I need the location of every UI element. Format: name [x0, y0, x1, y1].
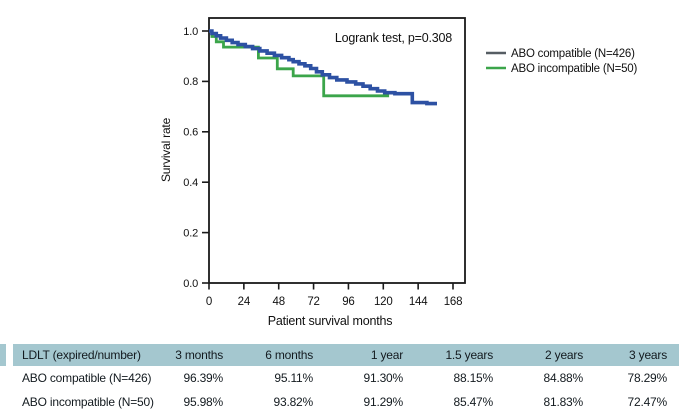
- table-cell: 95.11%: [223, 366, 313, 390]
- x-tick-label: 0: [206, 296, 212, 308]
- table-cell: 84.88%: [493, 366, 583, 390]
- table-header-cell: 1.5 years: [403, 344, 493, 366]
- header-band-sliver: [0, 344, 6, 366]
- y-tick-label: 0.8: [183, 76, 198, 88]
- plot-border: [208, 17, 466, 284]
- table-cell: 81.83%: [493, 390, 583, 414]
- y-tick-label: 1.0: [183, 26, 198, 38]
- y-axis-title: Survival rate: [159, 117, 173, 182]
- x-tick-label: 168: [444, 296, 463, 308]
- survival-chart: 0.0 0.2 0.4 0.6 0.8 1.0 0 24 48 72 96 120 144 168 Surv…: [159, 17, 638, 328]
- legend-label: ABO incompatible (N=50): [511, 63, 637, 75]
- y-tick-label: 0.4: [183, 177, 198, 189]
- table-row: ABO incompatible (N=50) 95.98% 93.82% 91…: [13, 390, 679, 414]
- table-cell: 91.30%: [313, 366, 403, 390]
- x-tick-label: 48: [273, 296, 285, 308]
- table-header-cell: 2 years: [493, 344, 583, 366]
- logrank-annotation: Logrank test, p=0.308: [335, 31, 452, 45]
- x-tick-label: 72: [307, 296, 319, 308]
- table-cell: 88.15%: [403, 366, 493, 390]
- survival-table: LDLT (expired/number) 3 months 6 months …: [13, 344, 679, 414]
- table-header-row: LDLT (expired/number) 3 months 6 months …: [13, 344, 679, 366]
- legend-label: ABO compatible (N=426): [511, 48, 635, 60]
- x-tick-label: 24: [238, 296, 251, 308]
- row-label: ABO compatible (N=426): [13, 366, 163, 390]
- x-tick-label: 96: [342, 296, 354, 308]
- y-tick-label: 0.6: [183, 127, 198, 139]
- table-cell: 91.29%: [313, 390, 403, 414]
- table-cell: 72.47%: [583, 390, 679, 414]
- table-cell: 93.82%: [223, 390, 313, 414]
- x-tick-label: 120: [374, 296, 393, 308]
- table-header-cell: 3 years: [583, 344, 679, 366]
- table-header-cell: 3 months: [163, 344, 223, 366]
- table-header-cell: LDLT (expired/number): [13, 344, 163, 366]
- x-axis-title: Patient survival months: [268, 314, 393, 328]
- table-header-cell: 1 year: [313, 344, 403, 366]
- survival-figure: 0.0 0.2 0.4 0.6 0.8 1.0 0 24 48 72 96 120 144 168 Surv…: [159, 17, 638, 328]
- table-row: ABO compatible (N=426) 96.39% 95.11% 91.…: [13, 366, 679, 390]
- survival-table-section: LDLT (expired/number) 3 months 6 months …: [0, 344, 679, 414]
- table-cell: 78.29%: [583, 366, 679, 390]
- table-cell: 96.39%: [163, 366, 223, 390]
- y-tick-label: 0.2: [183, 227, 198, 239]
- row-label: ABO incompatible (N=50): [13, 390, 163, 414]
- survival-curve: [209, 29, 437, 106]
- x-tick-label: 144: [409, 296, 428, 308]
- y-tick-label: 0.0: [183, 278, 198, 290]
- table-cell: 85.47%: [403, 390, 493, 414]
- table-cell: 95.98%: [163, 390, 223, 414]
- table-header-cell: 6 months: [223, 344, 313, 366]
